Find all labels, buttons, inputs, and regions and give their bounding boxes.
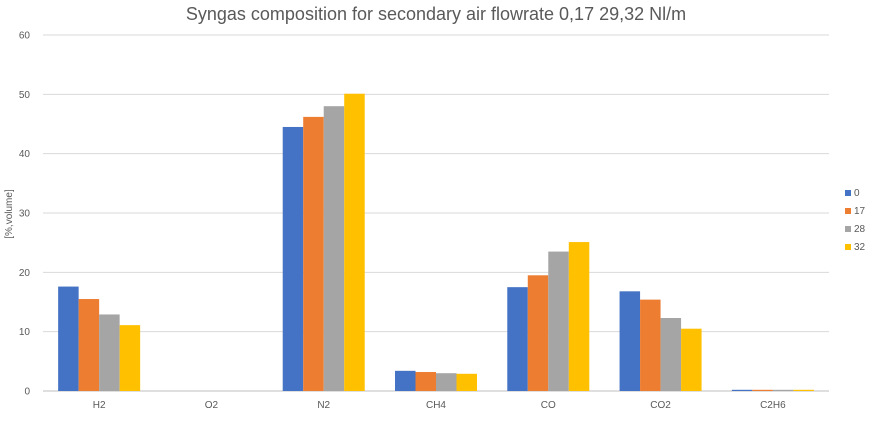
bar-CO-series-28: [548, 251, 569, 391]
bar-H2-series-28: [99, 314, 120, 391]
bar-CO-series-0: [507, 287, 528, 391]
bar-H2-series-17: [78, 299, 100, 391]
bar-N2-series-17: [303, 116, 324, 391]
y-tick-labels: 0 10 20 30 40 50 60: [19, 31, 31, 398]
x-tick-label: N2: [317, 400, 330, 411]
legend-swatch-0: [845, 190, 851, 196]
legend-swatch-28: [845, 226, 851, 232]
legend-swatch-32: [845, 244, 851, 250]
bars: [58, 93, 814, 392]
bar-CO2-series-28: [660, 318, 682, 391]
bar-CH4-series-32: [456, 373, 477, 391]
bar-CO-series-32: [568, 242, 590, 391]
bar-CO2-series-32: [681, 328, 702, 391]
gridlines: [43, 34, 829, 392]
bar-CH4-series-0: [395, 370, 416, 391]
bar-N2-series-28: [323, 106, 345, 391]
y-tick-label: 30: [19, 209, 31, 220]
bar-C2H6-series-17: [752, 389, 773, 391]
bar-CO2-series-17: [640, 299, 661, 391]
bar-C2H6-series-0: [731, 389, 753, 391]
legend: 0 17 28 32: [845, 188, 866, 253]
legend-label: 32: [854, 242, 866, 253]
bar-N2-series-0: [282, 126, 304, 391]
legend-label: 0: [854, 188, 860, 199]
y-tick-label: 10: [19, 327, 31, 338]
y-tick-label: 60: [19, 31, 31, 42]
bar-H2-series-32: [119, 325, 141, 391]
x-tick-label: O2: [205, 400, 219, 411]
legend-label: 28: [854, 224, 866, 235]
legend-label: 17: [854, 206, 866, 217]
bar-CO-series-17: [527, 275, 549, 391]
bar-CO2-series-0: [619, 291, 641, 391]
bar-CH4-series-17: [415, 372, 436, 391]
y-tick-label: 50: [19, 90, 31, 101]
y-tick-label: 0: [24, 387, 30, 398]
legend-swatch-17: [845, 208, 851, 214]
x-tick-label: CO2: [650, 400, 671, 411]
bar-C2H6-series-28: [772, 389, 794, 391]
y-tick-label: 40: [19, 149, 31, 160]
bar-H2-series-0: [58, 286, 79, 391]
x-tick-label: CH4: [426, 400, 446, 411]
bar-CH4-series-28: [436, 373, 457, 391]
bar-N2-series-32: [344, 93, 365, 392]
x-tick-label: H2: [93, 400, 106, 411]
bar-C2H6-series-32: [793, 389, 814, 391]
x-tick-label: C2H6: [760, 400, 786, 411]
y-tick-label: 20: [19, 268, 31, 279]
x-tick-labels: H2 O2 N2 CH4 CO CO2 C2H6: [93, 400, 786, 411]
x-tick-label: CO: [541, 400, 556, 411]
chart-title: Syngas composition for secondary air flo…: [186, 4, 686, 24]
y-axis-title: [%,volume]: [4, 189, 15, 239]
